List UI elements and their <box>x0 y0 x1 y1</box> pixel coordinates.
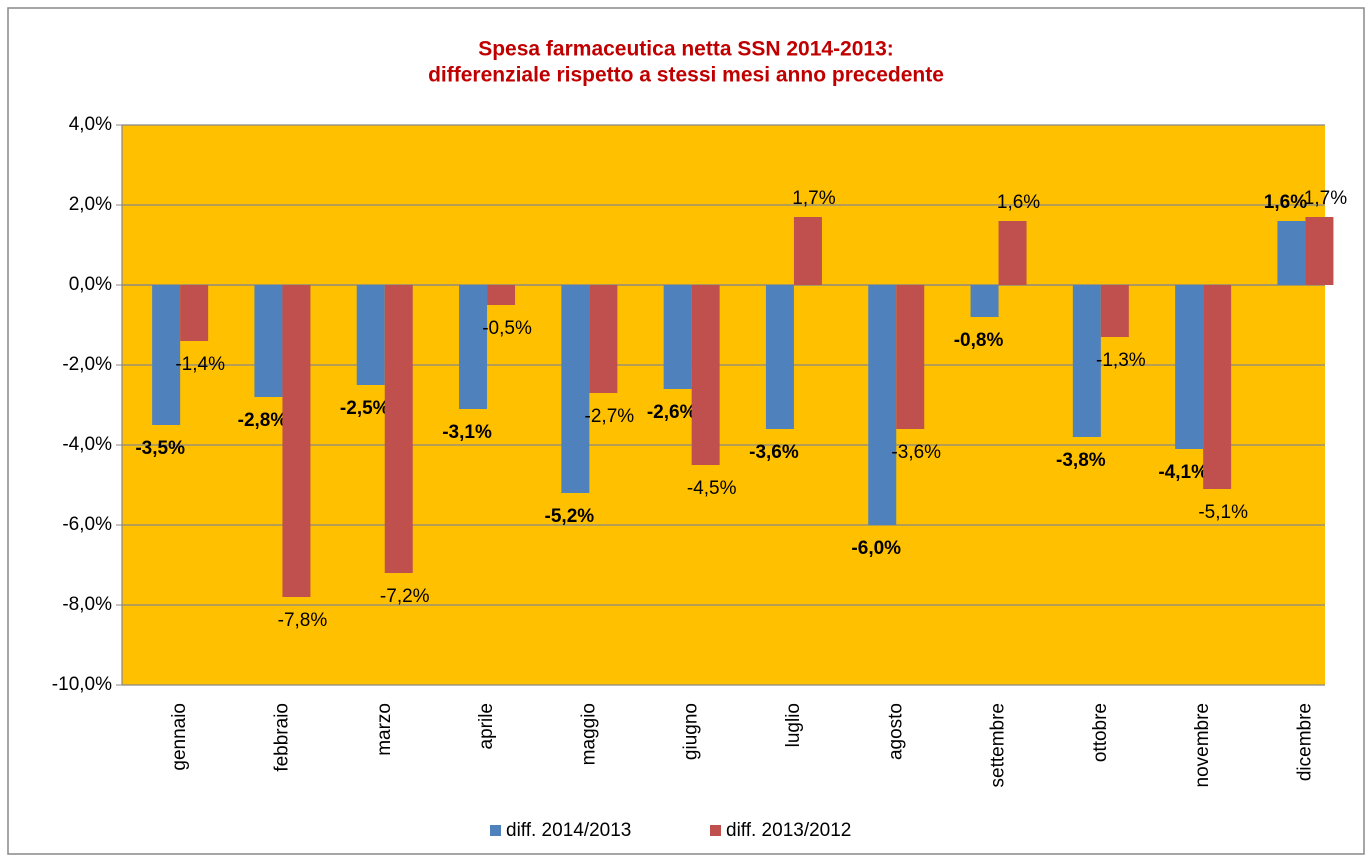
bar <box>180 285 209 341</box>
x-tick-label: maggio <box>578 703 599 765</box>
legend-label: diff. 2014/2013 <box>506 820 631 841</box>
bar <box>765 285 794 429</box>
x-tick-label: aprile <box>476 703 497 749</box>
legend-swatch <box>490 825 501 836</box>
bar <box>691 285 720 465</box>
bar <box>487 285 516 305</box>
data-label: -3,5% <box>135 438 185 459</box>
data-label: -6,0% <box>851 538 901 559</box>
chart-title: differenziale rispetto a stessi mesi ann… <box>428 64 944 87</box>
y-tick-label: 0,0% <box>69 274 112 295</box>
bar <box>998 221 1027 285</box>
y-tick-label: -10,0% <box>52 674 112 695</box>
data-label: 1,6% <box>997 192 1040 213</box>
data-label: -2,5% <box>340 398 390 419</box>
data-label: -0,5% <box>482 318 532 339</box>
bar <box>282 285 311 597</box>
bar <box>868 285 897 525</box>
data-label: -1,4% <box>175 354 225 375</box>
bar <box>589 285 618 393</box>
data-label: -2,6% <box>647 402 697 423</box>
bar <box>1100 285 1129 337</box>
x-tick-label: dicembre <box>1294 703 1315 781</box>
data-label: 1,7% <box>792 188 835 209</box>
data-label: -3,8% <box>1056 450 1106 471</box>
bar <box>970 285 999 317</box>
bar <box>561 285 590 493</box>
y-tick-label: -8,0% <box>62 594 112 615</box>
x-tick-label: marzo <box>374 703 395 756</box>
y-tick-label: -6,0% <box>62 514 112 535</box>
y-tick-label: -2,0% <box>62 354 112 375</box>
data-label: -4,1% <box>1158 462 1208 483</box>
data-label: -3,1% <box>442 422 492 443</box>
data-label: -0,8% <box>954 330 1004 351</box>
y-tick-label: -4,0% <box>62 434 112 455</box>
bar <box>1072 285 1101 437</box>
data-label: -1,3% <box>1096 350 1146 371</box>
bar <box>356 285 385 385</box>
x-tick-label: gennaio <box>169 703 190 771</box>
chart-title: Spesa farmaceutica netta SSN 2014-2013: <box>478 38 894 61</box>
data-label: 1,6% <box>1264 192 1307 213</box>
bar <box>1277 221 1306 285</box>
x-tick-label: settembre <box>988 703 1009 787</box>
bar <box>384 285 413 573</box>
bar <box>663 285 692 389</box>
plot-area <box>122 125 1325 685</box>
data-label: -3,6% <box>891 442 941 463</box>
bar <box>1175 285 1204 449</box>
bar <box>896 285 925 429</box>
data-label: -2,7% <box>585 406 635 427</box>
data-label: -5,1% <box>1198 502 1248 523</box>
x-tick-label: agosto <box>885 703 906 760</box>
bar <box>1203 285 1232 489</box>
data-label: -7,8% <box>278 610 328 631</box>
data-label: 1,7% <box>1304 188 1347 209</box>
data-label: -4,5% <box>687 478 737 499</box>
legend-swatch <box>710 825 721 836</box>
bar <box>793 217 822 285</box>
x-tick-label: luglio <box>783 703 804 747</box>
bar <box>152 285 181 425</box>
legend-label: diff. 2013/2012 <box>726 820 851 841</box>
x-tick-label: febbraio <box>271 703 292 772</box>
x-tick-label: giugno <box>681 703 702 760</box>
x-tick-label: novembre <box>1192 703 1213 788</box>
data-label: -3,6% <box>749 442 799 463</box>
data-label: -5,2% <box>545 506 595 527</box>
data-label: -7,2% <box>380 586 430 607</box>
bar <box>254 285 283 397</box>
bar <box>1305 217 1334 285</box>
data-label: -2,8% <box>238 410 288 431</box>
y-tick-label: 2,0% <box>69 194 112 215</box>
x-tick-label: ottobre <box>1090 703 1111 762</box>
bar <box>459 285 488 409</box>
y-tick-label: 4,0% <box>69 114 112 135</box>
